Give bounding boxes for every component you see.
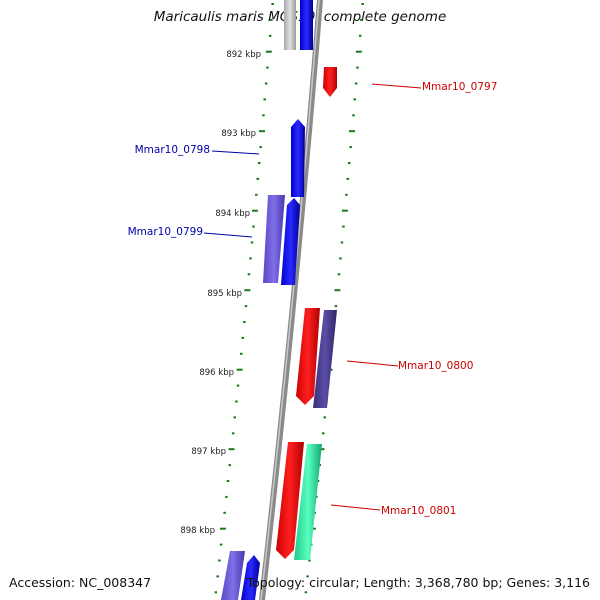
tick-mark [252,225,255,228]
gene-feature-slate-bottom[interactable] [221,551,245,600]
gene-mmar10-0799-a[interactable] [263,195,285,283]
gene-feature-gray[interactable] [284,0,296,50]
tick-mark [259,130,265,133]
tick-mark [249,257,252,260]
tick-mark [354,82,358,85]
tick-mark [349,130,355,133]
tick-mark [342,225,345,228]
tick-mark [340,241,344,244]
tick-mark [231,432,235,435]
tick-mark [226,480,230,482]
tick-mark [334,305,338,308]
tick-mark [244,305,248,308]
tick-mark [304,591,308,594]
tick-mark [268,34,272,37]
label-line-0801 [330,504,381,511]
tick-mark [233,416,236,419]
tick-mark [353,98,356,101]
tick-mark [247,273,251,276]
tick-mark [356,66,359,69]
tick-mark [256,177,259,180]
tick-mark [263,98,266,101]
kbp-label: 895 kbp [207,289,242,299]
tick-mark [355,50,362,53]
tick-mark [345,193,348,196]
tick-mark [265,50,272,53]
tick-mark [264,82,268,85]
tick-mark [225,495,228,498]
label-line-0797 [371,83,422,89]
tick-mark [244,289,251,292]
gene-mmar10-0799-b[interactable] [281,198,300,285]
kbp-label: 893 kbp [221,129,256,139]
tick-mark [251,209,258,212]
tick-mark [219,543,223,546]
gene-mmar10-0801-a[interactable] [276,442,304,559]
gene-label-mmar10-0798[interactable]: Mmar10_0798 [135,144,210,156]
tick-mark [241,336,244,339]
tick-mark [271,3,274,5]
tick-mark [243,321,246,323]
tick-mark [321,432,325,435]
tick-mark [318,448,325,451]
tick-mark [341,209,348,212]
kbp-label: 896 kbp [199,368,234,378]
tick-mark [358,34,362,37]
accession-text: Accession: NC_008347 [9,575,152,590]
tick-mark [337,273,341,276]
gene-mmar10-0797[interactable] [323,67,337,97]
tick-mark [236,368,243,371]
gene-mmar10-0800-a[interactable] [296,308,320,405]
tick-mark [259,146,262,149]
tick-mark [236,384,240,387]
tick-mark [323,416,326,419]
tick-mark [223,511,226,514]
tick-mark [218,559,221,562]
gene-label-mmar10-0800[interactable]: Mmar10_0800 [398,360,473,372]
tick-mark [306,575,309,578]
gene-label-mmar10-0797[interactable]: Mmar10_0797 [422,81,497,93]
tick-mark [219,527,226,530]
gene-mmar10-0800-b[interactable] [313,310,337,408]
gene-feature-blue-top[interactable] [300,0,313,50]
kbp-label: 897 kbp [191,447,226,457]
gene-feature-blue-bottom[interactable] [241,555,260,600]
label-line-0800 [346,360,399,367]
tick-mark [228,448,235,451]
tick-mark [240,352,243,355]
genome-summary-text: Topology: circular; Length: 3,368,780 bp… [246,575,590,590]
tick-mark [255,193,258,196]
gene-label-mmar10-0799[interactable]: Mmar10_0799 [128,226,203,238]
kbp-label: 894 kbp [215,209,250,219]
gene-mmar10-0798[interactable] [291,119,305,197]
tick-mark [361,3,364,5]
gene-label-mmar10-0801[interactable]: Mmar10_0801 [381,505,456,517]
tick-mark [349,146,352,149]
label-line-0798 [211,150,260,155]
genome-backbone [259,0,323,600]
label-line-0799 [203,232,253,238]
tick-mark [216,575,219,578]
tick-mark [235,400,238,403]
gene-mmar10-0801-b[interactable] [294,444,322,560]
tick-mark [348,162,351,164]
tick-mark [360,18,363,21]
tick-mark [339,257,342,260]
tick-mark [334,289,341,292]
kbp-label: 892 kbp [226,50,261,60]
tick-mark [352,114,355,117]
tick-mark [214,591,218,594]
tick-mark [262,114,265,117]
tick-mark [270,18,273,21]
tick-mark [308,559,311,562]
kbp-label: 898 kbp [180,526,215,536]
tick-mark [346,177,349,180]
tick-mark [228,464,231,467]
tick-mark [250,241,254,244]
tick-mark [266,66,269,69]
tick-mark [258,162,261,164]
